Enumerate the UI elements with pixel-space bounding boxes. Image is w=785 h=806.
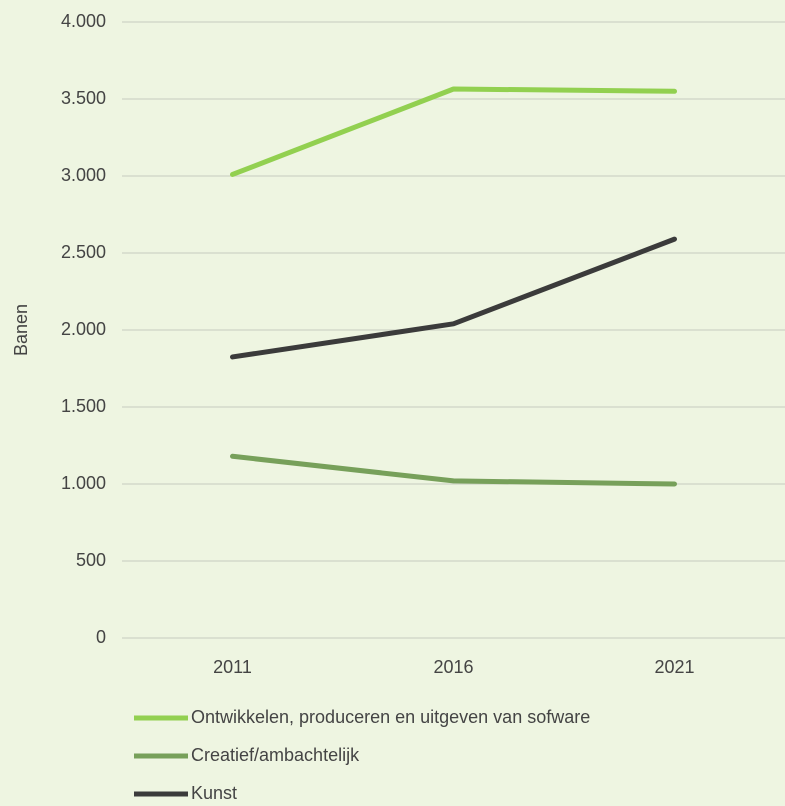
y-tick-label: 4.000 (61, 11, 106, 31)
y-tick-label: 3.500 (61, 88, 106, 108)
y-tick-label: 1.500 (61, 396, 106, 416)
y-tick-label: 3.000 (61, 165, 106, 185)
y-tick-label: 2.500 (61, 242, 106, 262)
y-tick-label: 2.000 (61, 319, 106, 339)
y-axis-label: Banen (11, 304, 31, 356)
legend-label: Ontwikkelen, produceren en uitgeven van … (191, 707, 590, 727)
series-line (230, 236, 677, 360)
y-tick-label: 500 (76, 550, 106, 570)
x-tick-label: 2016 (433, 657, 473, 677)
y-tick-label: 1.000 (61, 473, 106, 493)
series-line (230, 453, 677, 487)
legend-label: Kunst (191, 783, 237, 803)
series-line (230, 86, 677, 177)
y-tick-label: 0 (96, 627, 106, 647)
x-tick-label: 2021 (654, 657, 694, 677)
legend-label: Creatief/ambachtelijk (191, 745, 360, 765)
x-tick-label: 2011 (213, 657, 252, 677)
